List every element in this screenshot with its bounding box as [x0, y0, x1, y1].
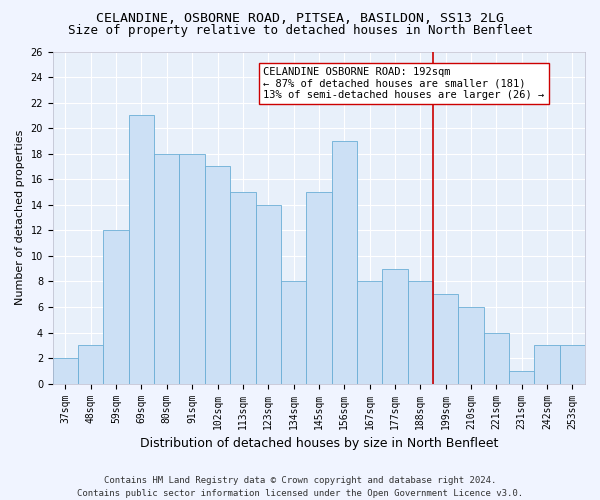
Bar: [154, 154, 179, 384]
Bar: [179, 154, 205, 384]
Y-axis label: Number of detached properties: Number of detached properties: [15, 130, 25, 306]
Bar: [78, 346, 103, 384]
Bar: [560, 346, 585, 384]
Bar: [306, 192, 332, 384]
Bar: [484, 332, 509, 384]
Bar: [129, 116, 154, 384]
Bar: [205, 166, 230, 384]
Text: Size of property relative to detached houses in North Benfleet: Size of property relative to detached ho…: [67, 24, 533, 37]
Bar: [458, 307, 484, 384]
Bar: [53, 358, 78, 384]
Bar: [230, 192, 256, 384]
Bar: [332, 141, 357, 384]
Bar: [357, 282, 382, 384]
Bar: [103, 230, 129, 384]
Bar: [281, 282, 306, 384]
X-axis label: Distribution of detached houses by size in North Benfleet: Distribution of detached houses by size …: [140, 437, 498, 450]
Text: Contains HM Land Registry data © Crown copyright and database right 2024.
Contai: Contains HM Land Registry data © Crown c…: [77, 476, 523, 498]
Bar: [382, 268, 407, 384]
Text: CELANDINE, OSBORNE ROAD, PITSEA, BASILDON, SS13 2LG: CELANDINE, OSBORNE ROAD, PITSEA, BASILDO…: [96, 12, 504, 26]
Bar: [256, 205, 281, 384]
Bar: [407, 282, 433, 384]
Text: CELANDINE OSBORNE ROAD: 192sqm
← 87% of detached houses are smaller (181)
13% of: CELANDINE OSBORNE ROAD: 192sqm ← 87% of …: [263, 67, 544, 100]
Bar: [433, 294, 458, 384]
Bar: [509, 371, 534, 384]
Bar: [534, 346, 560, 384]
